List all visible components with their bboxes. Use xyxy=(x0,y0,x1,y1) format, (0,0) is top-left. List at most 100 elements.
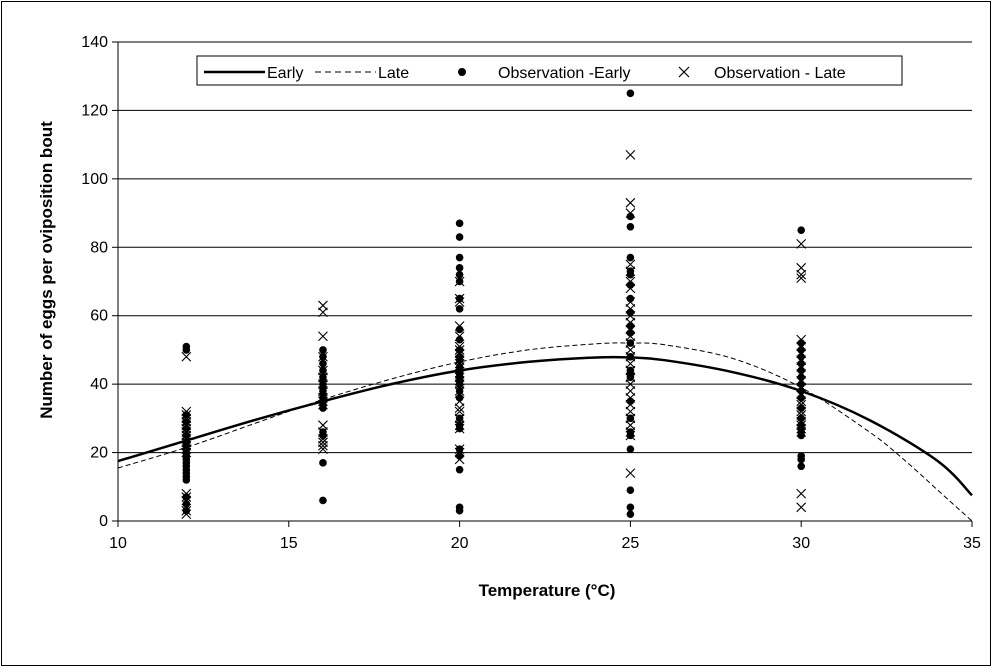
observation-late-point xyxy=(181,509,192,520)
y-axis-title: Number of eggs per oviposition bout xyxy=(37,121,56,419)
observation-late-point xyxy=(454,297,465,307)
observation-late-point xyxy=(625,351,636,362)
observation-late-point xyxy=(625,345,636,355)
observation-late-point xyxy=(181,447,192,458)
observation-late-point xyxy=(796,410,807,420)
legend-early-label: Early xyxy=(267,65,303,82)
observation-late-point xyxy=(454,375,465,386)
observation-late-point xyxy=(625,310,636,321)
observation-late-point xyxy=(181,430,192,441)
observation-late-point xyxy=(318,372,328,383)
y-tick-label: 140 xyxy=(81,34,108,51)
early-curve xyxy=(117,355,973,497)
legend-obs-early-label: Observation -Early xyxy=(498,65,631,82)
observation-late-point xyxy=(318,300,328,311)
observation-early-point xyxy=(319,459,327,467)
observation-late-point xyxy=(625,266,636,277)
observation-late-point xyxy=(796,396,807,407)
observation-late-point xyxy=(625,276,636,287)
observation-late-point xyxy=(318,420,328,431)
observation-late-point xyxy=(454,355,465,366)
observation-early-point xyxy=(626,510,635,518)
observation-late-point xyxy=(625,420,636,431)
y-tick-label: 0 xyxy=(99,513,108,530)
observation-late-point xyxy=(796,341,807,352)
observation-late-point xyxy=(318,351,328,362)
x-axis-title: Temperature (°C) xyxy=(479,581,616,600)
observation-late-point xyxy=(796,269,807,280)
observation-late-point xyxy=(318,399,328,410)
observation-early-point xyxy=(797,226,805,234)
observation-late-point xyxy=(796,399,807,410)
observation-late-point xyxy=(454,293,465,304)
observation-early-point xyxy=(455,465,464,474)
observation-late-point xyxy=(454,454,465,465)
x-tick-label: 25 xyxy=(622,535,640,552)
y-tick-label: 100 xyxy=(81,171,108,188)
observation-late-point xyxy=(625,386,636,396)
legend-obs-late-marker xyxy=(678,66,690,78)
observation-late-point xyxy=(625,399,636,410)
observation-late-point xyxy=(625,379,636,390)
observation-late-point xyxy=(625,406,636,417)
observation-late-point xyxy=(181,423,192,434)
observation-late-point xyxy=(625,150,636,160)
observation-late-point xyxy=(625,392,636,403)
observation-late-point xyxy=(625,197,636,208)
observation-late-point xyxy=(181,351,192,362)
legend-box xyxy=(196,55,903,86)
observation-late-point xyxy=(625,358,636,369)
tick-labels: 0 20 40 60 80 100 120 140 10 15 20 25 30 35 xyxy=(81,34,981,552)
x-tick-label: 30 xyxy=(792,535,810,552)
observation-early-point xyxy=(182,476,191,484)
observation-late-point xyxy=(181,416,192,427)
observation-late-point xyxy=(796,362,807,372)
observation-late-point xyxy=(454,341,465,352)
observation-late-point xyxy=(454,358,465,369)
observation-early-point xyxy=(455,305,464,313)
observation-late-point xyxy=(796,423,807,434)
observation-late-point xyxy=(625,430,636,441)
observation-late-point xyxy=(318,433,328,444)
observation-late-point xyxy=(796,368,807,379)
y-tick-label: 80 xyxy=(90,239,108,256)
y-tick-label: 120 xyxy=(81,102,108,119)
observation-late-point xyxy=(454,413,465,424)
observation-late-point xyxy=(318,386,328,396)
fitted-curves xyxy=(117,342,973,522)
y-tick-label: 60 xyxy=(90,308,108,325)
observation-late-point xyxy=(454,372,465,383)
observation-late-point xyxy=(796,416,807,427)
observation-late-point xyxy=(625,283,636,294)
observation-late-point xyxy=(796,238,807,249)
observation-late-point xyxy=(318,427,328,437)
observation-early-point xyxy=(319,359,327,368)
late-curve xyxy=(117,342,973,522)
observation-late-point xyxy=(625,259,636,270)
legend-obs-early-marker xyxy=(458,68,466,76)
observation-late-point xyxy=(318,379,328,390)
observation-late-point xyxy=(796,406,807,417)
observation-early-point xyxy=(455,506,464,515)
observation-late-point xyxy=(181,406,192,417)
observation-early-point xyxy=(182,346,191,354)
observation-late-point xyxy=(454,420,465,431)
observation-late-point xyxy=(181,427,192,437)
observation-early-point xyxy=(455,264,464,272)
observation-late-point xyxy=(454,368,465,379)
observation-early-point xyxy=(455,270,464,279)
observation-late-point xyxy=(796,389,807,400)
observation-early-point xyxy=(455,219,464,228)
observation-late-point xyxy=(454,348,465,359)
observation-late-point xyxy=(625,331,636,342)
observation-late-point xyxy=(796,420,807,431)
axes xyxy=(112,41,973,527)
y-tick-label: 20 xyxy=(90,445,108,462)
observation-early-point xyxy=(626,253,635,262)
observation-late-point xyxy=(796,427,807,437)
observation-late-point xyxy=(796,355,807,366)
observation-late-point xyxy=(181,492,192,502)
observation-late-point xyxy=(796,348,807,359)
observation-late-point xyxy=(625,317,636,328)
observation-late-point xyxy=(181,440,192,451)
